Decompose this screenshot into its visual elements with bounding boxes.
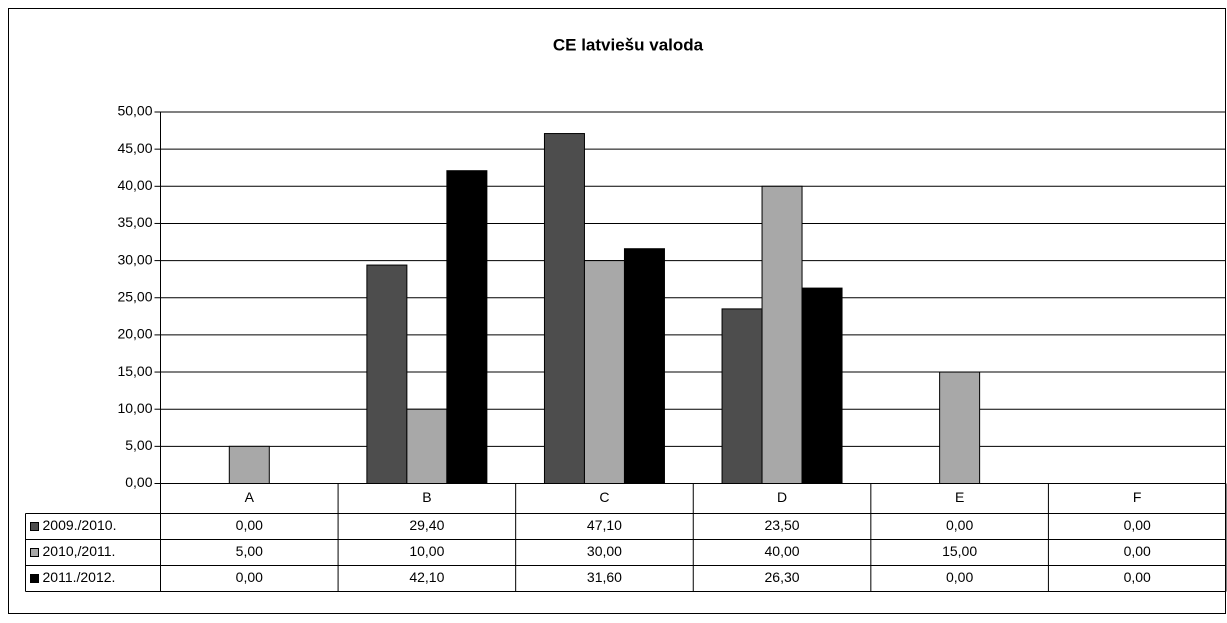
y-tick-label: 20,00 <box>117 326 152 342</box>
table-value: 31,60 <box>587 569 622 585</box>
x-tick-label: F <box>1133 489 1142 505</box>
table-value: 0,00 <box>946 517 973 533</box>
table-value: 10,00 <box>409 543 444 559</box>
table-value: 42,10 <box>409 569 444 585</box>
y-tick-label: 10,00 <box>117 400 152 416</box>
y-tick-label: 35,00 <box>117 214 152 230</box>
y-tick-label: 50,00 <box>117 103 152 119</box>
table-value: 29,40 <box>409 517 444 533</box>
y-tick-label: 0,00 <box>125 474 152 490</box>
table-value: 23,50 <box>765 517 800 533</box>
y-tick-label: 40,00 <box>117 177 152 193</box>
legend-label: 2010,/2011. <box>43 543 116 559</box>
legend-swatch <box>30 574 39 583</box>
bar <box>366 264 408 485</box>
y-tick-label: 15,00 <box>117 363 152 379</box>
bar <box>583 260 625 484</box>
chart-title: CE latviešu valoda <box>553 35 704 54</box>
y-tick-label: 30,00 <box>117 251 152 267</box>
x-tick-label: D <box>777 489 787 505</box>
bar <box>623 248 665 484</box>
x-tick-label: E <box>955 489 964 505</box>
table-value: 26,30 <box>765 569 800 585</box>
table-value: 0,00 <box>1124 517 1151 533</box>
x-tick-label: C <box>599 489 609 505</box>
legend-swatch <box>30 548 39 557</box>
bar <box>406 408 448 485</box>
bar <box>761 185 803 485</box>
bar <box>543 133 585 484</box>
table-value: 0,00 <box>1124 569 1151 585</box>
legend-label: 2011./2012. <box>43 569 116 585</box>
table-value: 47,10 <box>587 517 622 533</box>
bar <box>228 445 270 485</box>
table-value: 0,00 <box>1124 543 1151 559</box>
table-value: 0,00 <box>236 569 263 585</box>
legend-swatch <box>30 522 39 531</box>
x-tick-label: A <box>245 489 255 505</box>
y-tick-label: 25,00 <box>117 288 152 304</box>
y-tick-label: 5,00 <box>125 437 152 453</box>
bar <box>939 371 981 484</box>
bar <box>721 308 763 484</box>
table-value: 30,00 <box>587 543 622 559</box>
bar <box>446 170 488 485</box>
y-tick-label: 45,00 <box>117 140 152 156</box>
legend-label: 2009./2010. <box>43 517 117 533</box>
x-tick-label: B <box>422 489 431 505</box>
table-value: 15,00 <box>942 543 977 559</box>
table-value: 0,00 <box>946 569 973 585</box>
table-value: 5,00 <box>236 543 263 559</box>
table-value: 40,00 <box>765 543 800 559</box>
bar <box>801 287 843 484</box>
table-value: 0,00 <box>236 517 263 533</box>
